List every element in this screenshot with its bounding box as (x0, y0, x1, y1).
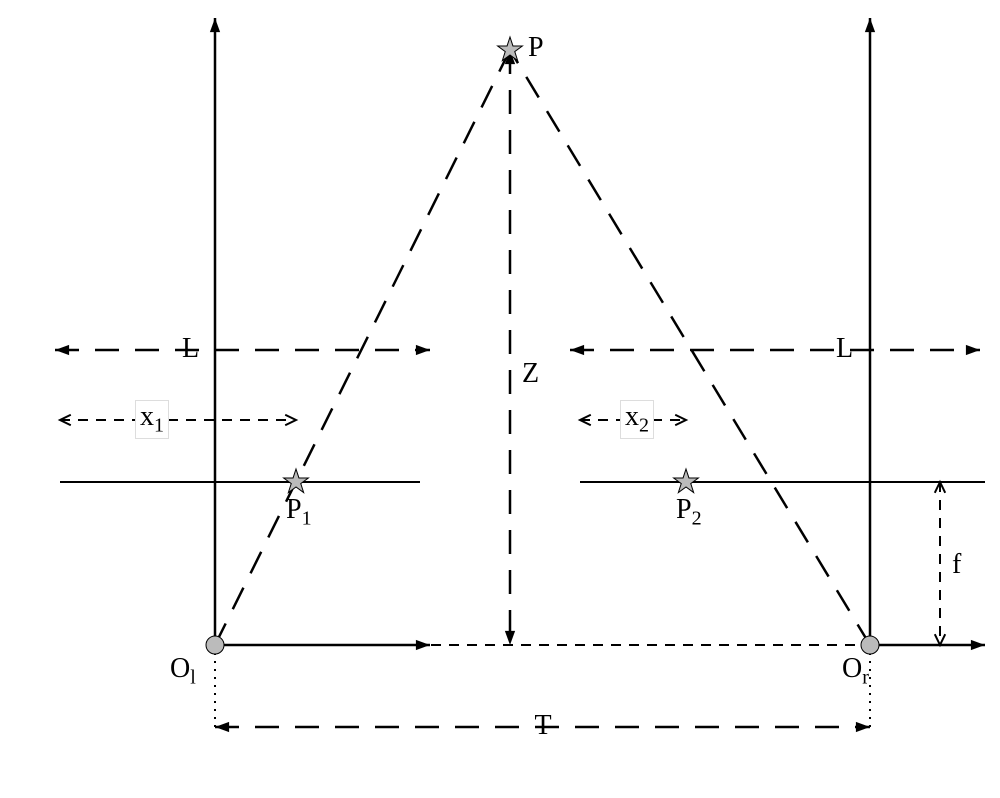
label-f: f (952, 549, 961, 581)
label-Ol: Ol (170, 653, 196, 690)
stereo-diagram: P P1 P2 Ol Or L Lx1 x2 Z Tf (0, 0, 1000, 798)
label-Z: Z (522, 358, 539, 390)
label-Or: Or (842, 653, 869, 690)
label-x1: x1 (135, 400, 169, 439)
label-L-right: L (836, 333, 853, 365)
label-P: P (528, 32, 544, 64)
label-P2: P2 (676, 494, 702, 531)
label-L-left: L (182, 333, 199, 365)
label-x2: x2 (620, 400, 654, 439)
label-P1: P1 (286, 494, 312, 531)
label-T: T (535, 710, 552, 742)
